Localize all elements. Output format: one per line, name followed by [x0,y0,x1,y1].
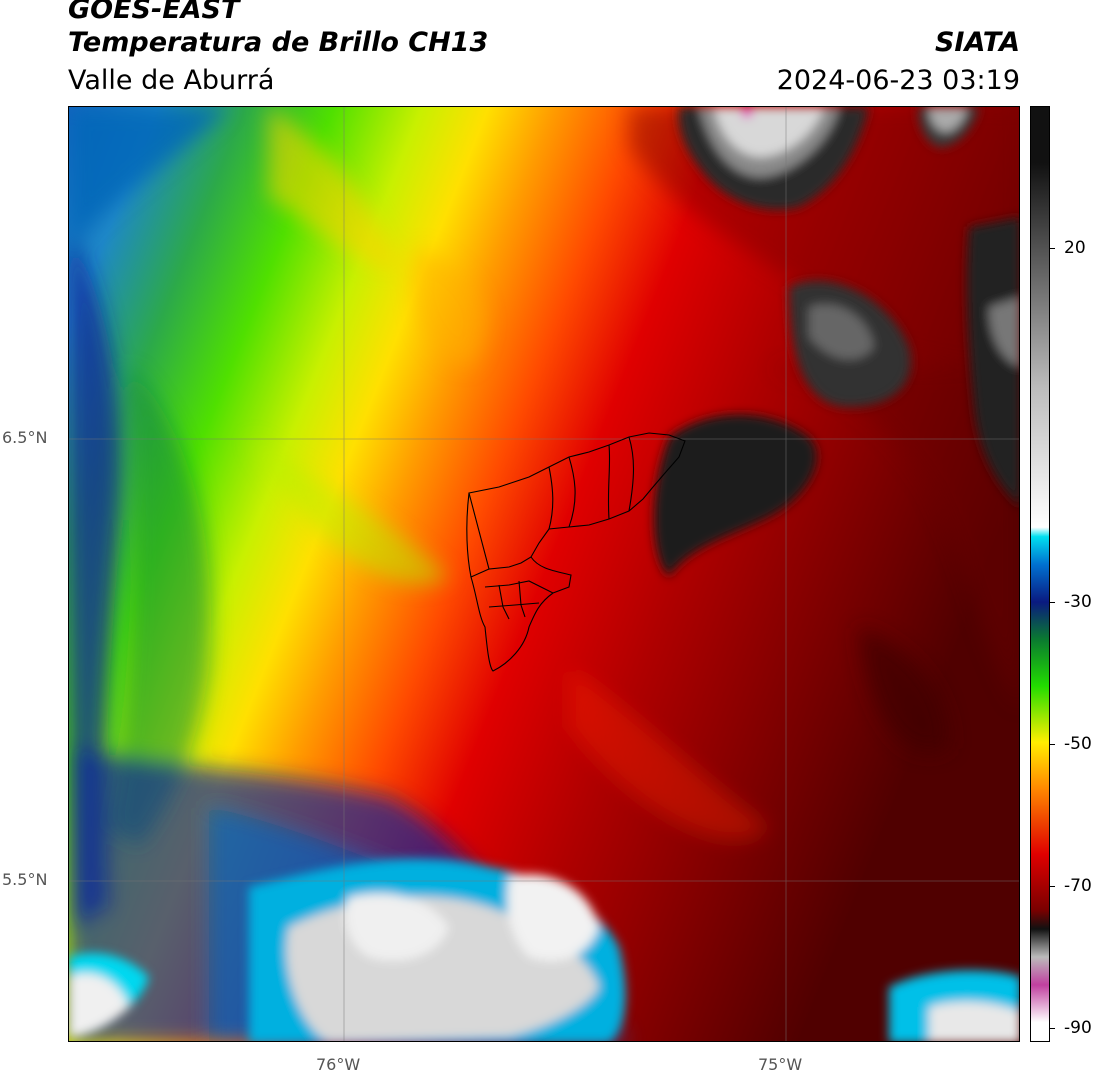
colorbar-label-neg90: -90 [1064,1018,1092,1038]
colorbar-label-neg70: -70 [1064,876,1092,896]
lon-label-76w: 76°W [316,1055,361,1074]
colorbar-tick-20 [1050,248,1055,249]
colorbar-tick-neg90 [1050,1028,1055,1029]
colorbar-tick-neg50 [1050,744,1055,745]
lon-label-75w: 75°W [758,1055,803,1074]
colorbar-label-neg50: -50 [1064,734,1092,754]
satellite-title: GOES-EAST [68,0,240,25]
timestamp-label: 2024-06-23 03:19 [776,65,1020,96]
convective-cores [654,107,1019,577]
colorbar-label-20: 20 [1064,238,1086,258]
colorbar-label-neg30: -30 [1064,592,1092,612]
colorbar-tick-neg70 [1050,886,1055,887]
temperature-colorbar [1030,106,1050,1042]
colorbar-tick-neg30 [1050,602,1055,603]
southern-cold-cloud-shield [69,858,1019,1041]
graticule [69,107,1019,1041]
brightness-temperature-map[interactable] [68,106,1020,1042]
product-title: Temperatura de Brillo CH13 [68,27,489,58]
agency-label: SIATA [934,27,1020,58]
region-label: Valle de Aburrá [68,65,275,96]
lat-label-5-5n: 5.5°N [2,870,48,889]
valle-de-aburra-boundaries [466,432,686,672]
lat-label-6-5n: 6.5°N [2,428,48,447]
